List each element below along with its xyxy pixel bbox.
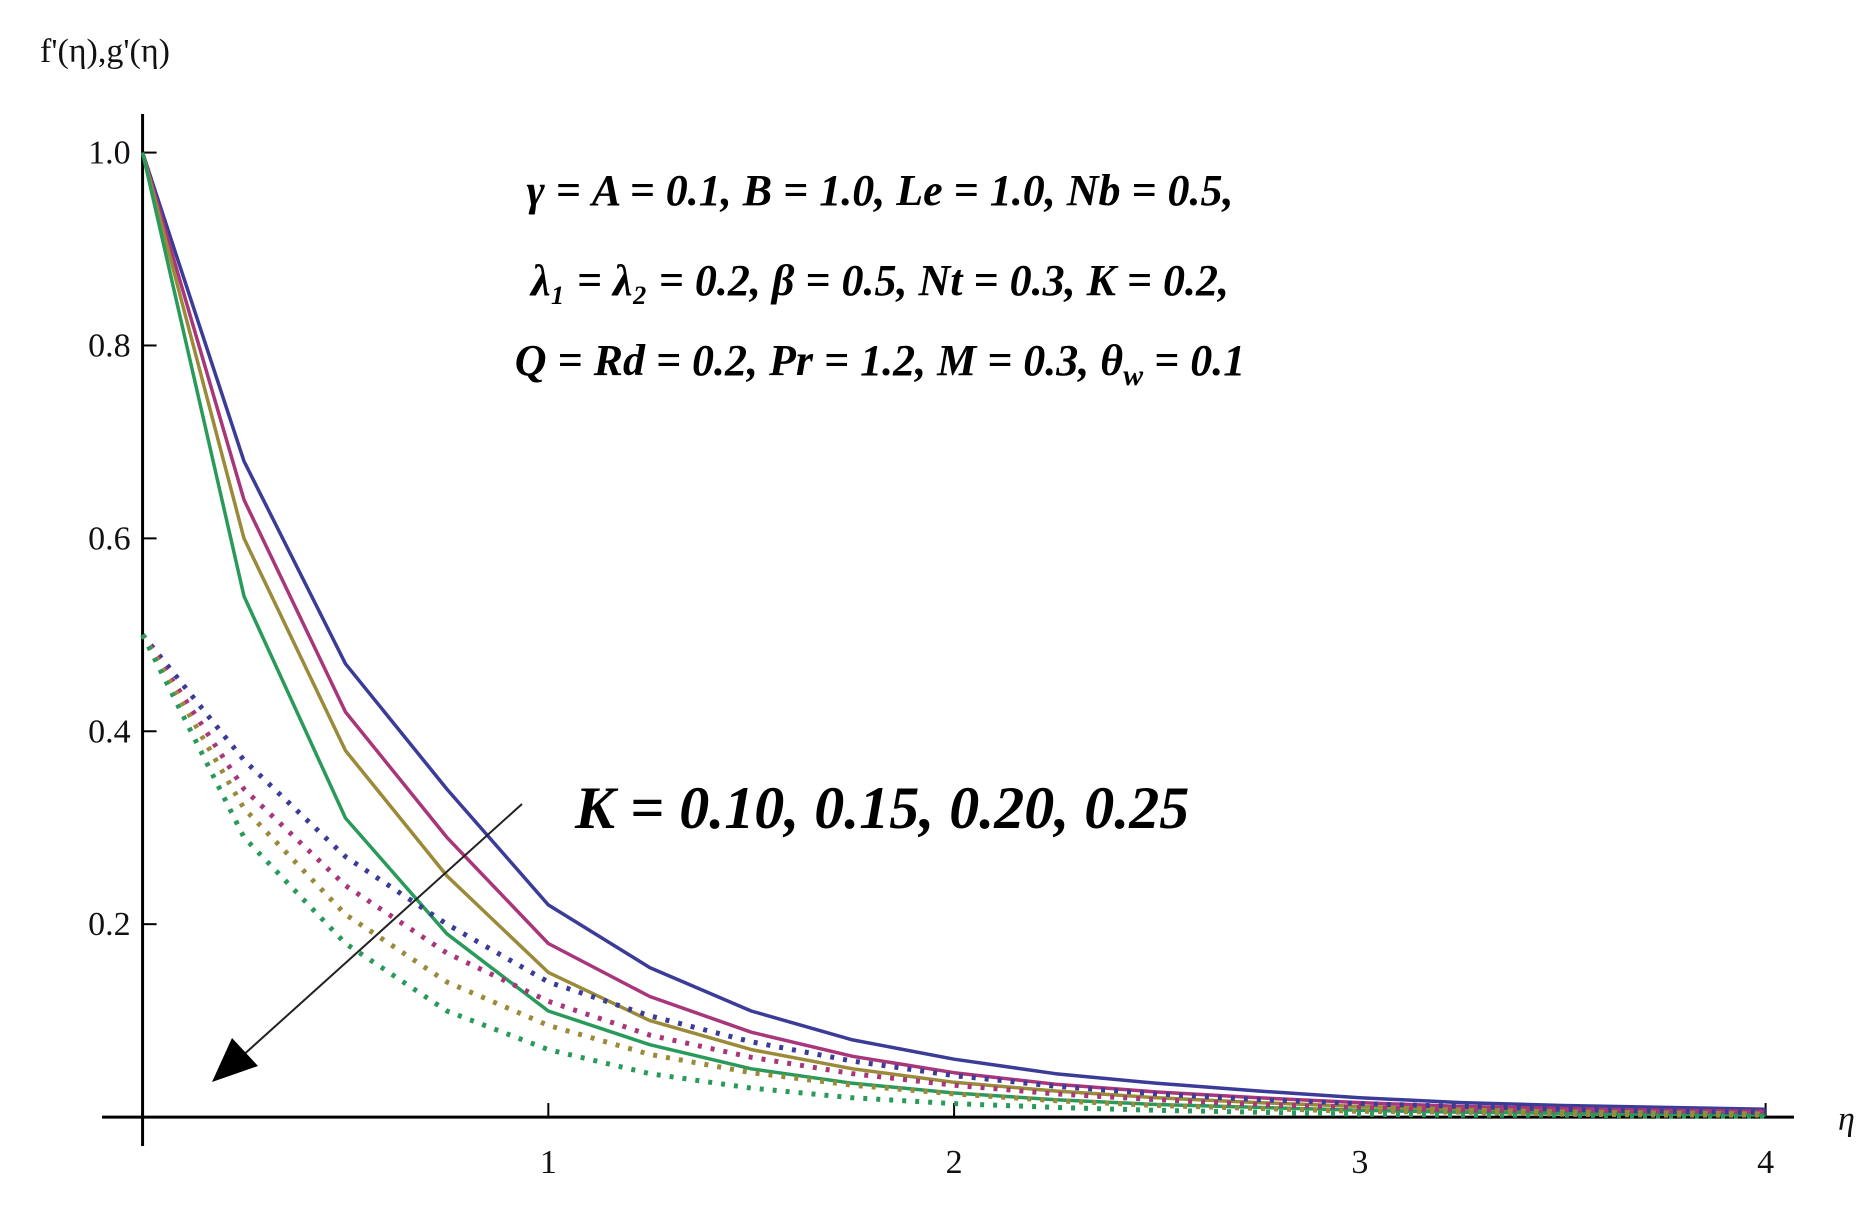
k-label: K = 0.10, 0.15, 0.20, 0.25 [574, 775, 1189, 841]
param-subscript: w [1123, 359, 1144, 392]
y-tick-label: 0.6 [88, 520, 131, 557]
x-tick-label: 2 [946, 1144, 963, 1181]
y-tick-label: 0.4 [88, 713, 131, 750]
y-tick-label: 1.0 [88, 135, 131, 172]
param-text: = 0.1 [1143, 336, 1245, 385]
param-text: Q = Rd = 0.2, Pr = 1.2, M = 0.3, θ [515, 336, 1124, 385]
dotted-line [140, 633, 1766, 1117]
y-tick-label: 0.8 [88, 327, 131, 364]
x-tick-label: 4 [1757, 1144, 1774, 1181]
arrow-head [212, 1038, 258, 1082]
arrow-shaft [239, 803, 523, 1059]
solid-line [140, 152, 1766, 1115]
x-axis-label: η [1838, 1101, 1855, 1138]
param-line: λ₁ = λ₂ = 0.2, β = 0.5, Nt = 0.3, K = 0.… [529, 256, 1229, 305]
x-tick-label: 3 [1351, 1144, 1368, 1181]
plot-area: 0.2 0.4 0.6 0.8 1.0 1 2 3 4 [88, 114, 1794, 1181]
y-tick-label: 0.2 [88, 906, 131, 943]
x-tick-label: 1 [540, 1144, 557, 1181]
param-line: γ = A = 0.1, B = 1.0, Le = 1.0, Nb = 0.5… [526, 166, 1233, 215]
dotted-line [140, 633, 1766, 1119]
solid-line [140, 152, 1766, 1114]
solid-line [140, 152, 1766, 1112]
dotted-line [140, 633, 1766, 1115]
y-axis-label: f'(η),g'(η) [40, 33, 170, 70]
param-line: Q = Rd = 0.2, Pr = 1.2, M = 0.3, θw = 0.… [515, 336, 1245, 392]
dotted-line [140, 633, 1766, 1118]
